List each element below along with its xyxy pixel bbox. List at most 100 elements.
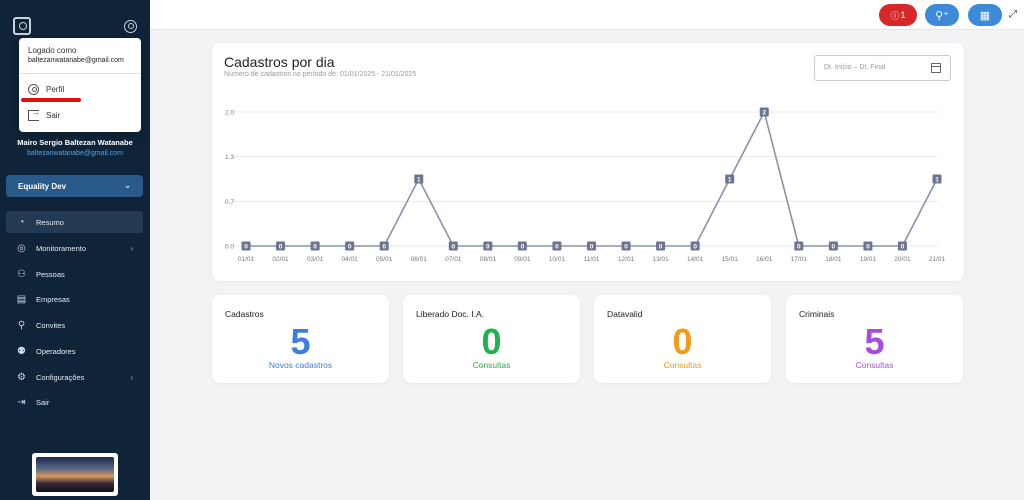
stat-card-cadastros: Cadastros 5 Novos cadastros: [212, 295, 389, 383]
nav-label: Sair: [36, 397, 50, 407]
x-tick-label: 13/01: [652, 256, 669, 263]
x-tick-label: 06/01: [411, 256, 428, 263]
data-label: 0: [624, 244, 628, 251]
logout-icon: ⇥: [17, 396, 26, 408]
y-tick-label: 1.3: [225, 154, 234, 161]
data-point: [725, 174, 735, 184]
nav-label: Resumo: [36, 217, 64, 227]
logged-email: baltezanwatanabe@gmail.com: [28, 57, 124, 64]
user-account-icon[interactable]: [124, 20, 137, 33]
stat-value: 0: [481, 321, 502, 362]
stat-subtitle: Consultas: [663, 360, 702, 370]
data-point: [863, 241, 873, 251]
x-tick-label: 07/01: [445, 256, 462, 263]
stat-value: 5: [864, 321, 885, 362]
nav-item-operadores[interactable]: ⚉ Operadores: [6, 340, 143, 362]
nav-item-configuracoes[interactable]: ⚙ Configurações ›: [6, 366, 143, 388]
x-tick-label: 10/01: [549, 256, 566, 263]
add-user-button[interactable]: ⚲⁺: [925, 4, 959, 26]
nav-label: Operadores: [36, 346, 76, 356]
users-icon: ⚉: [17, 345, 26, 357]
stat-subtitle: Consultas: [472, 360, 511, 370]
data-point: [897, 241, 907, 251]
data-point: [759, 107, 769, 117]
stat-subtitle: Consultas: [855, 360, 894, 370]
data-label: 0: [797, 244, 801, 251]
stat-card-criminais: Criminais 5 Consultas: [786, 295, 963, 383]
data-point: [379, 241, 389, 251]
menu-item-label: Sair: [46, 111, 61, 120]
stat-value: 0: [672, 321, 693, 362]
nav-label: Configurações: [36, 372, 85, 382]
data-point: [621, 241, 631, 251]
data-label: 0: [313, 244, 317, 251]
data-point: [483, 241, 493, 251]
data-label: 1: [728, 177, 732, 184]
user-plus-icon: ⚲⁺: [935, 9, 949, 22]
x-tick-label: 21/01: [929, 256, 946, 263]
nav-item-sair[interactable]: ⇥ Sair: [6, 391, 143, 413]
x-tick-label: 02/01: [272, 256, 289, 263]
menu-item-label: Perfil: [46, 85, 65, 94]
highlight-underline: [21, 98, 81, 102]
x-tick-label: 18/01: [825, 256, 842, 263]
user-email: baltezanwatanabe@gmail.com: [27, 150, 123, 157]
chart-card: Cadastros por dia Número de cadastros no…: [212, 43, 964, 281]
user-circle-icon: [28, 84, 39, 95]
chevron-down-icon: ⌄: [124, 181, 131, 190]
alerts-button[interactable]: ⓘ 1: [879, 4, 917, 26]
data-point: [241, 241, 251, 251]
sidebar: Logado como baltezanwatanabe@gmail.com P…: [0, 0, 150, 500]
chevron-right-icon: ›: [130, 372, 133, 382]
data-label: 0: [451, 244, 455, 251]
banner-image: [32, 453, 118, 496]
data-label: 0: [866, 244, 870, 251]
logout-icon: [28, 107, 40, 121]
chart-subtitle: Número de cadastros no período de: 01/01…: [224, 71, 417, 78]
nav-item-resumo[interactable]: ◔ Resumo: [6, 211, 143, 233]
x-tick-label: 08/01: [480, 256, 497, 263]
data-label: 2: [762, 110, 766, 117]
menu-item-perfil[interactable]: Perfil: [28, 84, 64, 95]
data-point: [794, 241, 804, 251]
data-point: [690, 241, 700, 251]
chart-title: Cadastros por dia: [224, 54, 335, 70]
x-tick-label: 03/01: [307, 256, 324, 263]
nav-item-pessoas[interactable]: ⚇ Pessoas: [6, 263, 143, 285]
user-plus-icon: ⚲: [17, 319, 26, 331]
nav-item-monitoramento[interactable]: ◎ Monitoramento ›: [6, 237, 143, 259]
landscape-image: [36, 457, 114, 492]
x-tick-label: 19/01: [860, 256, 877, 263]
scan-face-logo-icon[interactable]: [13, 17, 31, 35]
date-range-input[interactable]: Dt. Início – Dt. Final: [814, 55, 951, 81]
menu-item-sair[interactable]: Sair: [28, 107, 61, 121]
x-tick-label: 16/01: [756, 256, 773, 263]
data-label: 0: [244, 244, 248, 251]
globe-icon: ◎: [17, 242, 26, 254]
logged-as-label: Logado como: [28, 46, 77, 55]
chevron-right-icon: ›: [130, 243, 133, 253]
store-icon: ▤: [16, 293, 27, 305]
y-tick-label: 2.0: [225, 110, 234, 117]
stat-title: Criminais: [799, 309, 835, 319]
series-line: [246, 109, 938, 247]
data-label: 0: [555, 244, 559, 251]
nav-item-empresas[interactable]: ▤ Empresas: [6, 288, 143, 310]
user-name: Mairo Sergio Baltezan Watanabe: [17, 138, 133, 147]
data-point: [414, 174, 424, 184]
add-company-button[interactable]: ▦: [968, 4, 1002, 26]
data-label: 0: [659, 244, 663, 251]
data-point: [448, 241, 458, 251]
x-tick-label: 09/01: [514, 256, 531, 263]
x-tick-label: 11/01: [584, 256, 600, 263]
calendar-icon[interactable]: [931, 63, 941, 73]
stat-title: Cadastros: [225, 309, 264, 319]
stat-value: 5: [290, 321, 311, 362]
user-dropdown-menu: Logado como baltezanwatanabe@gmail.com P…: [19, 38, 141, 132]
nav-item-convites[interactable]: ⚲ Convites: [6, 314, 143, 336]
organization-select[interactable]: Equality Dev ⌄: [6, 175, 143, 197]
fullscreen-icon[interactable]: ⤢: [1009, 9, 1017, 20]
x-tick-label: 12/01: [618, 256, 635, 263]
date-range-placeholder: Dt. Início – Dt. Final: [824, 64, 886, 71]
data-point: [345, 241, 355, 251]
